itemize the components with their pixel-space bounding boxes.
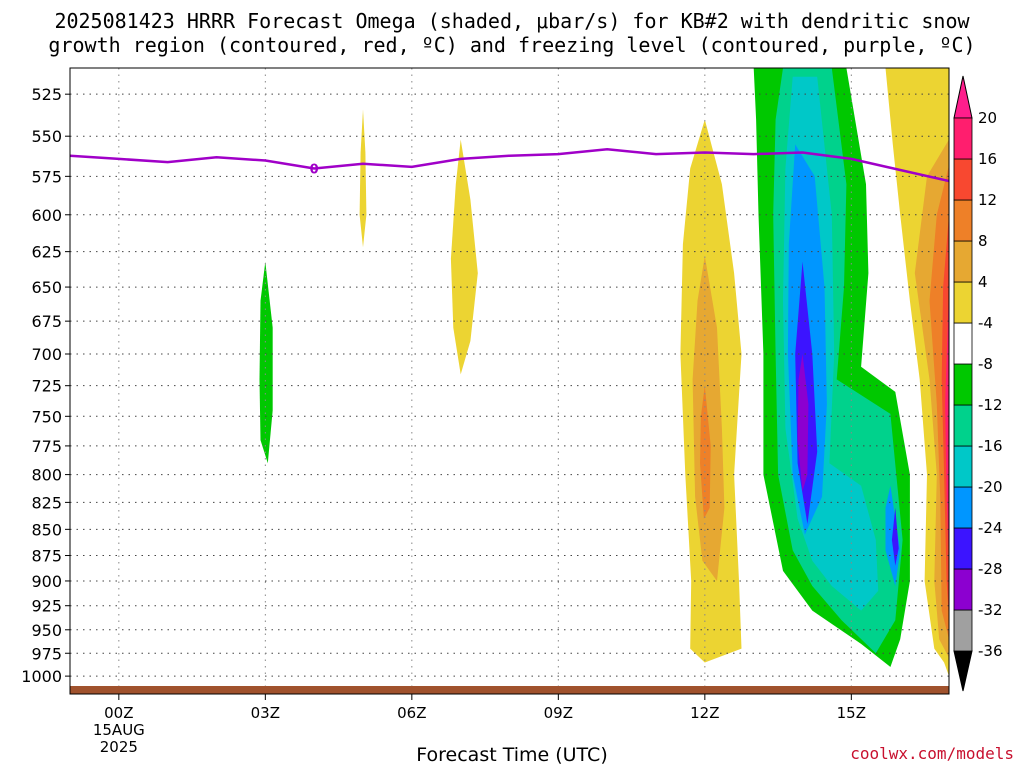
y-tick-label-525: 525 — [31, 85, 62, 104]
pressure-axis: 525 550 575 600 625 650 675 700 725 750 775 800 825 8… — [21, 85, 70, 686]
plot-frame — [69, 67, 950, 695]
colorbar-swatch-5 — [953, 404, 973, 447]
colorbar-label-9: 4 — [978, 273, 988, 291]
colorbar-label-7: -8 — [978, 355, 993, 373]
colorbar-swatch-4 — [953, 445, 973, 488]
colorbar-swatch-2 — [953, 527, 973, 570]
x-axis-label: Forecast Time (UTC) — [416, 744, 608, 766]
y-tick-label-975: 975 — [31, 644, 62, 663]
colorbar-over-arrow — [953, 75, 973, 119]
freezing-level-contour: 0 — [70, 147, 949, 183]
omega-region-5 — [700, 385, 711, 519]
x-tick-sublabel-0-0: 15AUG — [93, 721, 145, 739]
grid-lines — [70, 68, 949, 694]
colorbar-label-10: 8 — [978, 232, 988, 250]
colorbar-swatch-8 — [953, 281, 973, 324]
y-tick-label-900: 900 — [31, 572, 62, 591]
colorbar-swatch-9 — [953, 240, 973, 283]
omega-region-12 — [891, 507, 899, 566]
y-tick-label-850: 850 — [31, 520, 62, 539]
colorbar-label-4: -20 — [978, 478, 1003, 496]
omega-region-2 — [259, 261, 273, 464]
colorbar-label-3: -24 — [978, 519, 1003, 537]
colorbar-under-arrow — [953, 650, 973, 692]
colorbar-swatch-6 — [953, 363, 973, 406]
y-tick-label-725: 725 — [31, 377, 62, 396]
y-tick-label-625: 625 — [31, 243, 62, 262]
colorbar: -36 -32 -28 -24 -20 -16 -12 -8 -4 4 8 12 16 20 — [953, 75, 1003, 692]
colorbar-swatch-10 — [953, 199, 973, 242]
colorbar-swatch-3 — [953, 486, 973, 529]
colorbar-swatch-0 — [953, 609, 973, 652]
y-tick-label-825: 825 — [31, 493, 62, 512]
x-tick-label-15: 15Z — [837, 704, 866, 722]
colorbar-label-5: -16 — [978, 437, 1003, 455]
colorbar-swatch-7 — [953, 322, 973, 365]
ground-surface — [70, 686, 949, 694]
chart-title-line1: 2025081423 HRRR Forecast Omega (shaded, … — [54, 9, 970, 33]
colorbar-label-13: 20 — [978, 109, 997, 127]
colorbar-label-2: -28 — [978, 560, 1003, 578]
freezing-level-line — [70, 147, 949, 183]
omega-region-1 — [450, 139, 478, 375]
x-tick-label-3: 03Z — [251, 704, 280, 722]
y-tick-label-775: 775 — [31, 437, 62, 456]
y-tick-label-950: 950 — [31, 621, 62, 640]
x-tick-label-12: 12Z — [690, 704, 719, 722]
omega-region-0 — [359, 109, 367, 248]
y-tick-label-575: 575 — [31, 167, 62, 186]
y-tick-label-1000: 1000 — [21, 667, 62, 686]
colorbar-label-11: 12 — [978, 191, 997, 209]
x-tick-sublabel-0-1: 2025 — [100, 738, 138, 756]
omega-region-4 — [692, 256, 725, 581]
colorbar-label-12: 16 — [978, 150, 997, 168]
y-tick-label-750: 750 — [31, 407, 62, 426]
colorbar-label-6: -12 — [978, 396, 1003, 414]
colorbar-swatch-12 — [953, 117, 973, 160]
omega-region-13 — [797, 354, 809, 492]
colorbar-swatch-1 — [953, 568, 973, 611]
y-tick-label-700: 700 — [31, 345, 62, 364]
freezing-level-label: 0 — [310, 162, 319, 177]
y-tick-label-550: 550 — [31, 127, 62, 146]
y-tick-label-925: 925 — [31, 597, 62, 616]
y-tick-label-800: 800 — [31, 466, 62, 485]
colorbar-label-0: -36 — [978, 642, 1003, 660]
x-tick-label-9: 09Z — [544, 704, 573, 722]
omega-region-18 — [945, 287, 949, 561]
credit-link[interactable]: coolwx.com/models — [850, 744, 1014, 763]
x-tick-label-6: 06Z — [397, 704, 426, 722]
y-tick-label-650: 650 — [31, 278, 62, 297]
colorbar-swatch-11 — [953, 158, 973, 201]
colorbar-label-8: -4 — [978, 314, 993, 332]
y-tick-label-875: 875 — [31, 547, 62, 566]
y-tick-label-675: 675 — [31, 312, 62, 331]
colorbar-label-1: -32 — [978, 601, 1003, 619]
y-tick-label-600: 600 — [31, 206, 62, 225]
x-tick-label-0: 00Z — [104, 704, 133, 722]
chart-title-line2: growth region (contoured, red, ºC) and f… — [48, 33, 976, 57]
